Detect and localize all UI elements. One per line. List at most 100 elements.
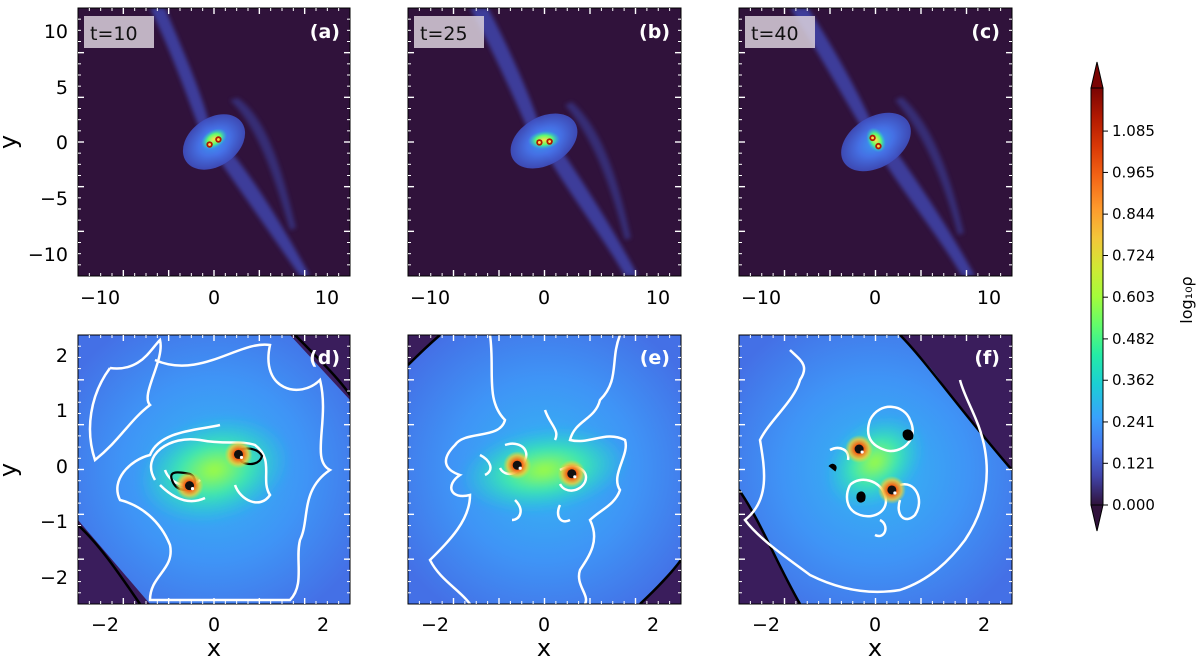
panel-d-ylabel: y [0,463,22,477]
panel-d: (d) −2 0 2 2 1 0 −1 −2 y x [0,334,351,658]
colorbar-tick-label: 0.241 [1112,413,1155,431]
binary-star-core [871,136,874,140]
panel-f-xtick-label: 0 [869,614,881,636]
sink-marker [860,450,864,454]
panel-d-ytick-label: −2 [40,567,68,589]
panel-b-time-label: t=25 [420,23,468,45]
panel-d-ytick-label: 2 [56,345,68,367]
colorbar-tick-label: 0.965 [1112,163,1155,181]
panel-e-binary [503,451,586,488]
sink-marker [239,455,244,460]
panel-e-xlabel: x [537,634,551,658]
colorbar-extend-bottom [1090,504,1104,532]
panel-b-label: (b) [639,21,670,43]
panel-f-black-blobs [828,429,914,503]
panel-d-y-tick-labels: 2 1 0 −1 −2 [40,345,68,589]
panel-c-label: (c) [971,21,1000,43]
panel-f-low-density-corner-tr [900,335,1012,470]
panel-c-tidal-tail-outer [895,97,964,235]
panel-d-low-density-corner-bl [78,520,150,604]
panel-c-xtick-label: 0 [869,287,881,309]
colorbar-tick-label: 0.000 [1112,496,1155,514]
panel-a-ytick-label: 0 [56,132,68,154]
panel-a: t=10 (a) −10 0 10 10 5 0 −5 −10 y [0,7,351,309]
panel-c-tidal-arm-lower [880,150,975,276]
binary-star-core [208,143,211,146]
colorbar-tick-label: 0.724 [1112,246,1155,264]
panel-f-xlabel: x [868,634,882,658]
panel-e-minor-ticks [408,335,681,604]
panel-d-ytick-label: −1 [40,511,68,533]
panel-c-binary [869,134,882,150]
sink-marker [190,487,195,491]
panel-a-xtick-label: 10 [315,287,339,309]
colorbar-ticks: 0.000 0.121 0.241 0.362 0.482 0.603 0.724 0.844… [1103,122,1155,514]
panel-c: t=40 (c) −10 0 10 [738,7,1013,309]
panel-a-tidal-arm-upper [150,8,212,135]
panel-a-tidal-tail-outer [230,98,296,230]
panel-f: (f) −2 0 2 x [738,334,1013,658]
panel-b-xtick-label: 0 [538,287,550,309]
panel-a-ytick-label: 10 [44,21,68,43]
panel-e-white-contour-outer [428,335,628,604]
panel-b-tidal-arm-lower [545,148,638,276]
panel-c-minor-ticks [739,8,1012,276]
panel-d-black-contour [78,335,350,604]
colorbar-tick-label: 0.482 [1112,330,1155,348]
binary-star-core [548,140,551,143]
panel-e-xtick-label: 2 [647,614,659,636]
panel-d-minor-ticks [78,335,350,604]
panel-a-label: (a) [310,21,340,43]
panel-a-binary [206,136,222,148]
colorbar-gradient [1090,87,1104,506]
panel-a-ytick-label: −5 [40,188,68,210]
panel-b-time-box [414,16,484,48]
panel-f-binary [845,435,906,504]
panel-d-x-tick-labels: −2 0 2 [91,614,329,636]
panel-b: t=25 (b) −10 0 10 [407,7,682,309]
sink-marker [573,475,577,479]
panel-e-x-tick-labels: −2 0 2 [421,614,659,636]
panel-c-time-label: t=40 [751,23,799,45]
panel-c-xtick-label: 10 [977,287,1001,309]
panel-d-white-contour-outer [88,337,333,602]
panel-e-xtick-label: −2 [421,614,449,636]
panel-a-xtick-label: −10 [80,287,120,309]
panel-d-ytick-label: 1 [56,400,68,422]
panel-a-ytick-label: −10 [28,244,68,266]
panel-c-xtick-label: −10 [741,287,781,309]
panel-f-x-tick-labels: −2 0 2 [752,614,990,636]
colorbar-tick-label: 0.603 [1112,288,1155,306]
panel-f-xtick-label: −2 [752,614,780,636]
panel-b-core [528,130,560,150]
panel-b-binary [536,138,553,146]
panel-b-xtick-label: 10 [646,287,670,309]
colorbar-tick-label: 0.362 [1112,371,1155,389]
panel-a-y-tick-labels: 10 5 0 −5 −10 [28,21,68,266]
panel-b-x-tick-labels: −10 0 10 [410,287,670,309]
panel-d-ytick-label: 0 [56,456,68,478]
colorbar-tick-label: 0.844 [1112,205,1155,223]
binary-star-core [877,144,880,148]
sink-marker [518,466,522,470]
panel-a-minor-ticks [78,8,350,276]
panel-f-white-contour-outer [743,349,989,594]
colorbar-tick-label: 0.121 [1112,454,1155,472]
panel-c-time-box [745,16,815,48]
panel-d-label: (d) [309,347,340,369]
panel-e-core-glow [459,426,629,514]
panel-d-xtick-label: −2 [91,614,119,636]
panel-a-tidal-arm-lower [212,148,310,276]
panel-b-tidal-tail-outer [565,102,631,240]
panel-f-minor-ticks [739,335,1012,604]
panel-d-xlabel: x [207,634,221,658]
colorbar-tick-label: 1.085 [1112,122,1155,140]
panel-f-white-contour-inner [829,405,921,538]
panel-d-xtick-label: 2 [317,614,329,636]
panel-e-xtick-label: 0 [538,614,550,636]
binary-star-core [538,141,541,144]
binary-star-core [217,138,220,141]
panel-a-time-box [84,16,154,48]
panel-a-time-label: t=10 [90,23,138,45]
